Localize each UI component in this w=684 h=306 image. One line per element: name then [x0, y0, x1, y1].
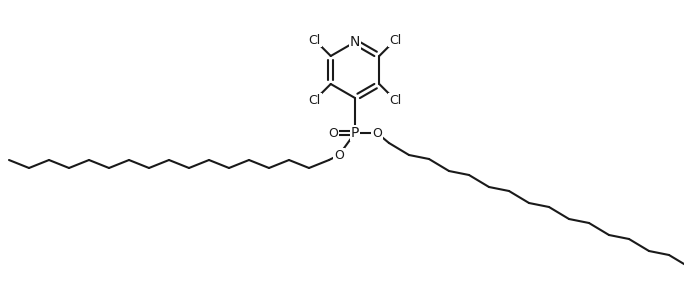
Text: Cl: Cl [308, 33, 321, 47]
Text: N: N [350, 35, 360, 49]
Text: Cl: Cl [308, 94, 321, 106]
Text: Cl: Cl [389, 94, 402, 106]
Text: Cl: Cl [389, 33, 402, 47]
Text: O: O [334, 148, 344, 162]
Text: O: O [328, 126, 338, 140]
Text: O: O [372, 126, 382, 140]
Text: P: P [351, 126, 359, 140]
